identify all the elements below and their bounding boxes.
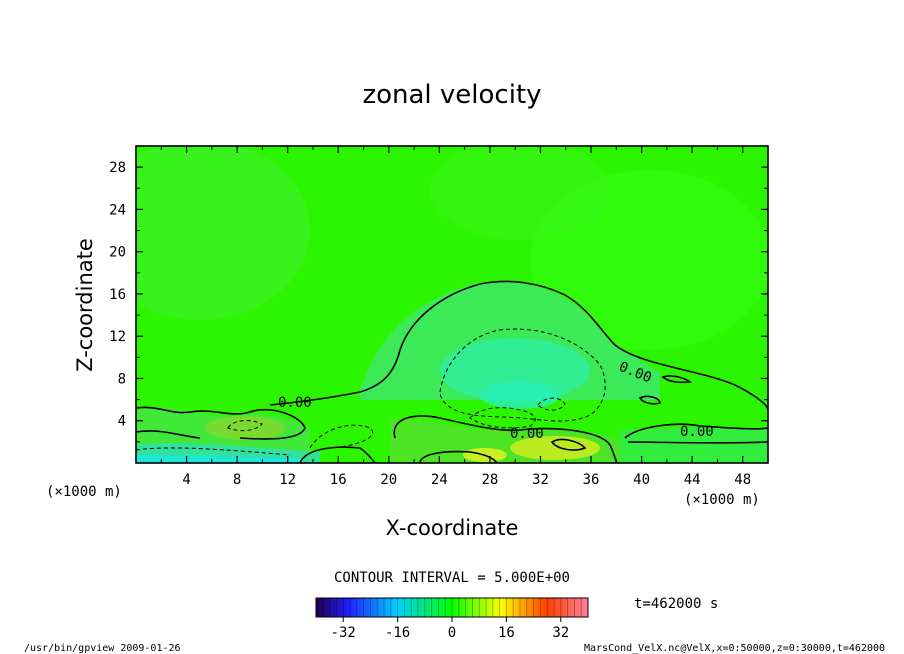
zero-contour xyxy=(419,450,498,463)
negative-contour xyxy=(227,420,263,432)
negative-contour xyxy=(537,397,566,411)
y-tick-label: 12 xyxy=(109,329,126,345)
colorbar-tick-label: 16 xyxy=(498,625,515,641)
y-axis-label: Z-coordinate xyxy=(73,238,97,372)
y-tick-label: 16 xyxy=(109,287,126,303)
x-axis: 4 8 12 16 20 24 28 32 36 40 44 48 xyxy=(160,146,751,488)
plot-frame xyxy=(135,145,769,464)
zero-contour xyxy=(299,446,376,463)
colorbar-tick-label: -32 xyxy=(331,625,356,641)
zero-contour xyxy=(624,423,768,439)
z-unit-label: (×1000 m) xyxy=(46,484,122,500)
x-tick-label: 48 xyxy=(734,472,751,488)
colorbar xyxy=(316,598,588,617)
zero-contour xyxy=(359,280,768,411)
x-tick-label: 20 xyxy=(380,472,397,488)
x-tick-label: 8 xyxy=(233,472,241,488)
x-tick-label: 32 xyxy=(532,472,549,488)
y-tick-label: 4 xyxy=(118,414,126,430)
negative-contour xyxy=(469,407,536,429)
x-tick-label: 28 xyxy=(481,472,498,488)
contour-label: 0.00 xyxy=(510,426,544,442)
y-tick-label: 20 xyxy=(109,245,126,261)
negative-contour xyxy=(136,447,291,456)
x-axis-label: X-coordinate xyxy=(386,516,519,540)
zero-contour xyxy=(661,375,693,384)
zero-contour xyxy=(550,438,587,451)
negative-core xyxy=(440,338,590,402)
x-tick-label: 24 xyxy=(431,472,448,488)
contour-label: 0.00 xyxy=(278,395,312,411)
footer-right: MarsCond_VelX.nc@VelX,x=0:50000,z=0:3000… xyxy=(584,643,885,654)
shade-patch xyxy=(430,146,610,240)
time-label: t=462000 s xyxy=(634,596,718,612)
zero-contour xyxy=(269,391,361,406)
x-tick-label: 40 xyxy=(633,472,650,488)
colorbar-tick-label: 0 xyxy=(448,625,456,641)
x-unit-label: (×1000 m) xyxy=(684,492,760,508)
negative-core xyxy=(480,381,560,409)
negative-band xyxy=(136,455,300,463)
zero-contour xyxy=(627,441,768,444)
contour-label: 0.00 xyxy=(680,424,714,440)
shade-patch xyxy=(136,146,310,320)
colorbar-ticks: -32 -16 0 16 32 xyxy=(331,617,569,641)
y-tick-label: 24 xyxy=(109,202,126,218)
x-tick-label: 4 xyxy=(182,472,190,488)
positive-patch xyxy=(205,416,285,440)
chart-title: zonal velocity xyxy=(362,80,541,110)
zero-contour xyxy=(638,395,661,405)
y-axis: 4 8 12 16 20 24 28 xyxy=(109,160,768,443)
colorbar-segments xyxy=(322,598,582,617)
x-tick-label: 36 xyxy=(583,472,600,488)
low-band xyxy=(620,427,768,463)
zero-contour xyxy=(393,415,618,463)
plot-area xyxy=(136,146,768,463)
x-tick-label: 44 xyxy=(684,472,701,488)
footer-left: /usr/bin/gpview 2009-01-26 xyxy=(24,643,181,654)
x-tick-label: 12 xyxy=(279,472,296,488)
y-tick-label: 8 xyxy=(118,371,126,387)
colorbar-tick-label: -16 xyxy=(385,625,410,641)
zero-contour xyxy=(136,430,201,439)
contour-interval: CONTOUR INTERVAL = 5.000E+00 xyxy=(334,570,570,586)
negative-contour xyxy=(439,328,606,422)
x-tick-label: 16 xyxy=(330,472,347,488)
y-tick-label: 28 xyxy=(109,160,126,176)
colorbar-tick-label: 32 xyxy=(552,625,569,641)
zero-contour xyxy=(136,406,306,440)
